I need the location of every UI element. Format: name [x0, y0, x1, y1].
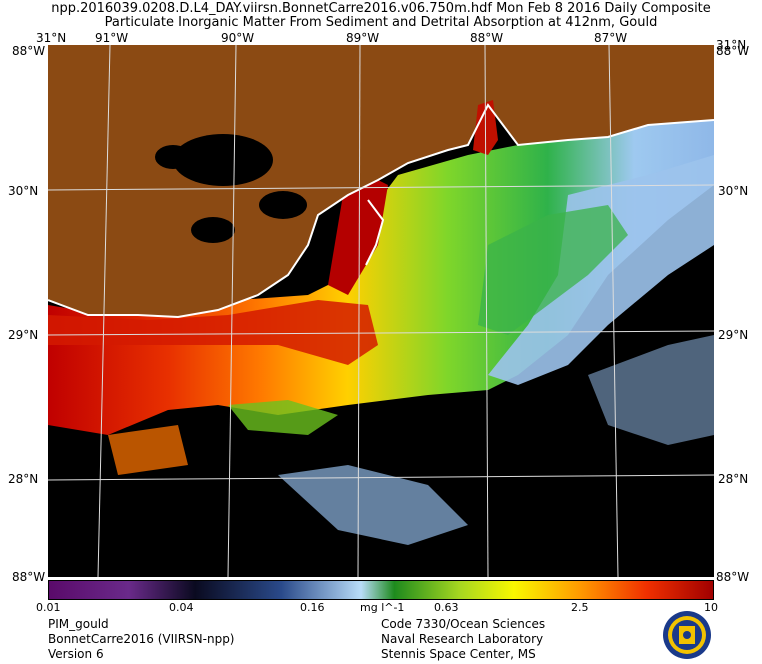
- colorbar-tick-2: 0.16: [300, 601, 325, 614]
- lat-label-30-right: 30°N: [718, 184, 749, 198]
- land-mass: [48, 45, 714, 317]
- color-scale-bar: [48, 580, 714, 600]
- lon-label-91: 91°W: [95, 31, 129, 45]
- lat-label-28-left: 28°N: [8, 472, 39, 486]
- product-name: PIM_gould: [48, 617, 109, 631]
- lake-pontchartrain: [173, 134, 273, 186]
- corner-label-top-right: 88°W: [716, 44, 750, 58]
- colorbar-tick-4: 2.5: [571, 601, 589, 614]
- orange-patch-sw: [108, 425, 188, 475]
- product-title: Particulate Inorganic Matter From Sedime…: [104, 15, 658, 30]
- bay-area: [191, 217, 235, 243]
- lat-label-28-right: 28°N: [718, 472, 749, 486]
- colorbar-tick-1: 0.04: [169, 601, 194, 614]
- corner-label-bottom-right: 88°W: [716, 570, 750, 584]
- lake-maurepas: [155, 145, 191, 169]
- colorbar-tick-3: 0.63: [434, 601, 459, 614]
- sediment-plume: [48, 120, 714, 435]
- satellite-map[interactable]: [48, 45, 714, 577]
- lat-label-29-right: 29°N: [718, 328, 749, 342]
- green-patch-south: [228, 400, 338, 435]
- chandeleur-islands: [365, 199, 385, 266]
- graticule: [48, 45, 714, 577]
- lon-label-89: 89°W: [346, 31, 380, 45]
- org-location: Stennis Space Center, MS: [381, 647, 536, 661]
- corner-label-bottom-left: 88°W: [12, 570, 46, 584]
- blue-offshore: [488, 155, 714, 385]
- shelf-waters-west: [48, 300, 378, 365]
- dataset-name: BonnetCarre2016 (VIIRSN-npp): [48, 632, 235, 646]
- version-label: Version 6: [48, 647, 104, 661]
- map-graphic: [48, 45, 714, 577]
- colorbar-tick-5: 10: [704, 601, 718, 614]
- scattered-blue: [278, 465, 468, 545]
- colorbar-unit: mg l^-1: [360, 601, 405, 614]
- green-eddy: [478, 205, 628, 335]
- colorbar-tick-0: 0.01: [36, 601, 61, 614]
- scattered-blue-east: [588, 335, 714, 445]
- file-header: npp.2016039.0208.D.L4_DAY.viirsn.BonnetC…: [51, 1, 711, 16]
- org-name: Naval Research Laboratory: [381, 632, 544, 646]
- lat-label-top-right: 31°N: [716, 38, 747, 52]
- nrl-logo-icon: [663, 611, 711, 659]
- lon-label-87: 87°W: [594, 31, 628, 45]
- lat-label-29-left: 29°N: [8, 328, 39, 342]
- corner-label-top-left: 88°W: [12, 44, 46, 58]
- lat-label-30-left: 30°N: [8, 184, 39, 198]
- org-code: Code 7330/Ocean Sciences: [381, 617, 546, 631]
- lat-label-top-left: 31°N: [36, 31, 67, 45]
- lon-label-90: 90°W: [221, 31, 255, 45]
- lon-label-88: 88°W: [470, 31, 504, 45]
- lake-borgne: [259, 191, 307, 219]
